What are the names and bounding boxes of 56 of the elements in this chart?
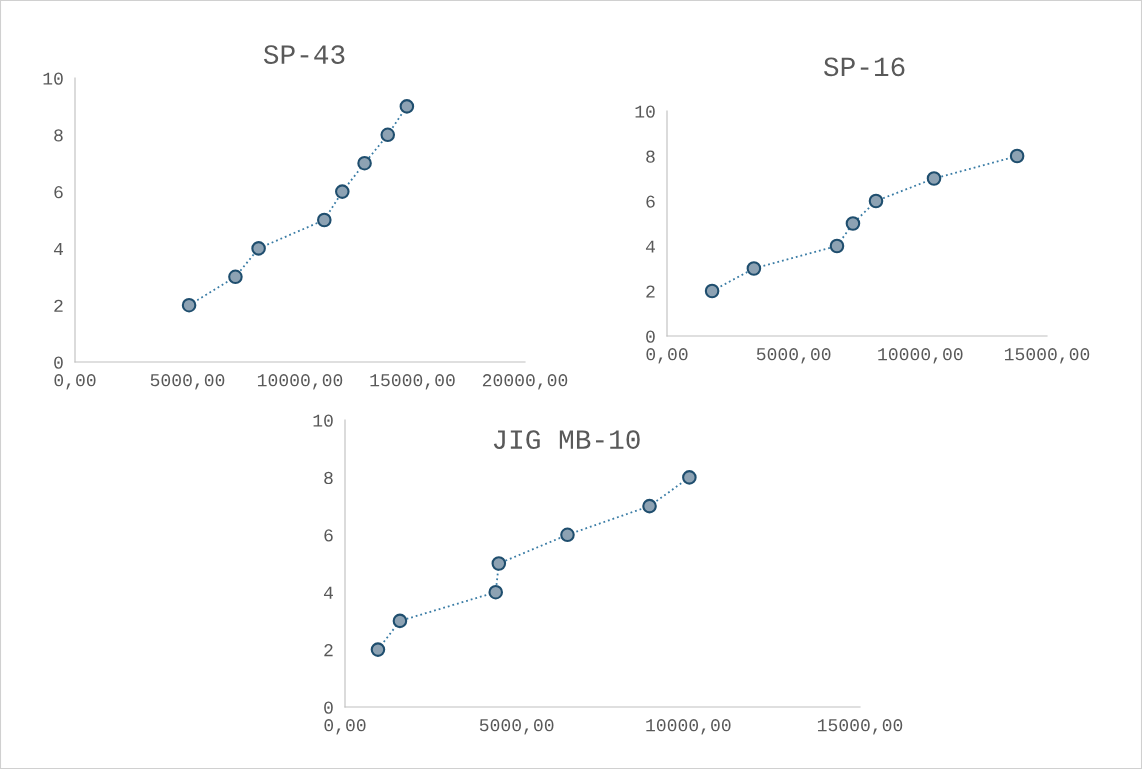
x-tick-label: 15000,00 xyxy=(370,374,455,390)
point xyxy=(682,470,697,485)
chart-title: JIG MB-10 xyxy=(493,430,640,450)
y-tick-label: 6 xyxy=(646,195,655,208)
point xyxy=(399,99,415,114)
x-tick-label: 0,00 xyxy=(324,719,366,735)
y-tick-label: 2 xyxy=(54,299,63,312)
point xyxy=(845,216,861,231)
y-tick-label: 4 xyxy=(645,240,655,253)
y-tick-label: 10 xyxy=(43,72,63,85)
point xyxy=(357,155,372,171)
point xyxy=(1009,148,1025,164)
x-tick-label: 5000,00 xyxy=(756,348,831,364)
y-tick-label: 2 xyxy=(324,644,333,657)
chart-title: SP-16 xyxy=(823,57,905,77)
point xyxy=(488,584,504,600)
y-tick-label: 0 xyxy=(54,356,63,369)
point xyxy=(251,241,266,256)
x-tick-label: 5000,00 xyxy=(150,374,225,390)
point xyxy=(560,527,575,543)
point xyxy=(704,283,720,299)
point xyxy=(392,613,408,629)
x-tick-label: 5000,00 xyxy=(479,719,554,735)
point xyxy=(491,556,507,571)
y-tick-label: 6 xyxy=(324,529,333,542)
point xyxy=(335,184,350,199)
x-tick-label: 10000,00 xyxy=(878,348,963,364)
point xyxy=(228,269,243,285)
y-tick-label: 4 xyxy=(53,243,63,255)
y-tick-label: 10 xyxy=(313,414,333,427)
chart-title: SP-43 xyxy=(263,45,345,64)
y-tick-label: 10 xyxy=(635,105,655,118)
x-tick-label: 10000,00 xyxy=(646,719,731,735)
y-tick-label: 8 xyxy=(646,150,655,163)
y-tick-label: 8 xyxy=(54,129,63,142)
y-tick-label: 8 xyxy=(324,471,333,485)
x-tick-label: 10000,00 xyxy=(257,374,343,390)
point xyxy=(380,127,396,143)
x-tick-label: 15000,00 xyxy=(817,719,903,735)
point xyxy=(829,238,845,254)
point xyxy=(181,297,197,313)
y-tick-label: 2 xyxy=(646,285,655,298)
y-tick-label: 0 xyxy=(646,330,655,343)
x-tick-label: 0,00 xyxy=(646,348,688,364)
y-tick-label: 0 xyxy=(324,701,333,714)
point xyxy=(317,212,332,228)
x-tick-label: 20000,00 xyxy=(482,374,568,390)
point xyxy=(926,171,942,186)
x-tick-label: 15000,00 xyxy=(1004,348,1090,364)
x-tick-label: 0,00 xyxy=(54,374,96,390)
point xyxy=(868,193,884,209)
y-tick-label: 6 xyxy=(54,186,63,199)
point xyxy=(642,498,657,514)
point xyxy=(746,261,762,276)
point xyxy=(370,642,386,657)
y-tick-label: 4 xyxy=(323,586,333,599)
